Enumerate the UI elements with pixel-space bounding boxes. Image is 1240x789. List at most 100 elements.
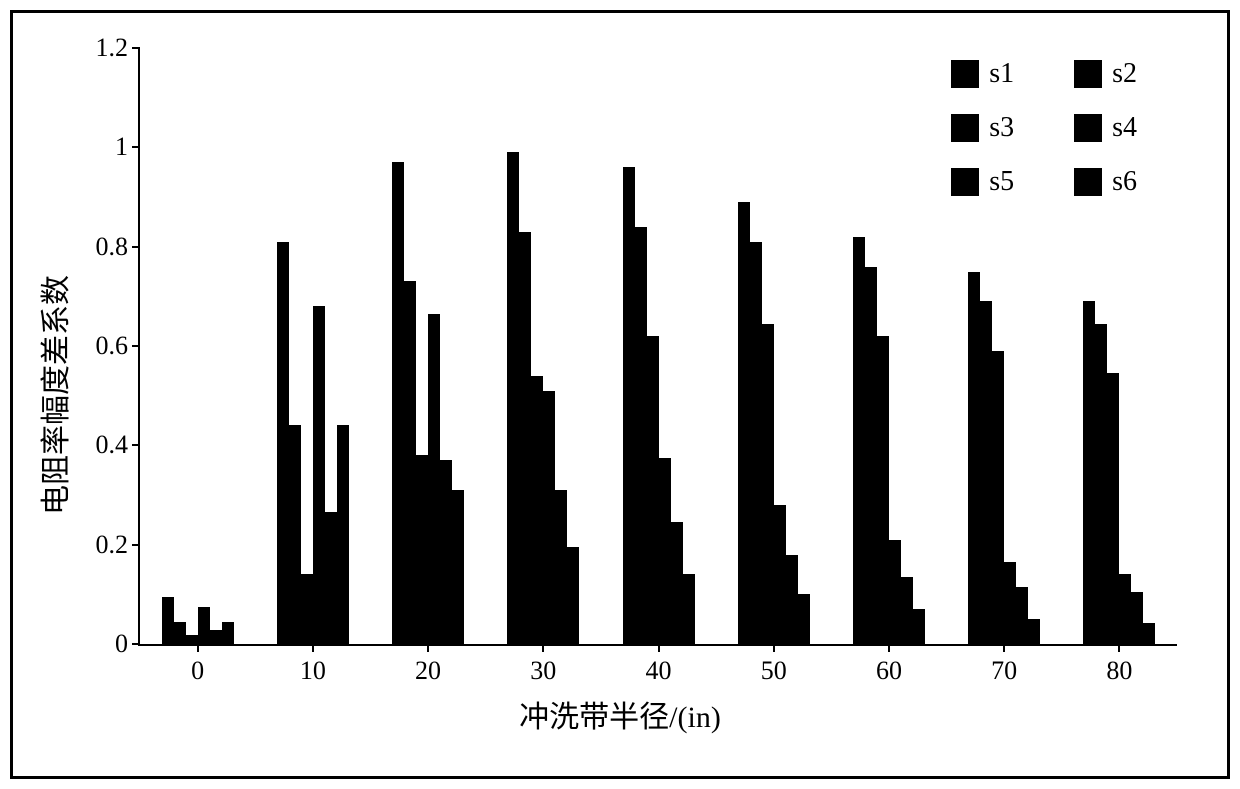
legend: s1 s2 s3 s4 s5 s6 — [951, 58, 1137, 198]
bar-group — [162, 597, 234, 644]
bar — [1016, 587, 1028, 644]
bar — [198, 607, 210, 644]
legend-label: s6 — [1112, 166, 1137, 198]
x-tick — [312, 644, 314, 652]
bar — [786, 555, 798, 644]
legend-swatch — [1074, 60, 1102, 88]
x-tick-label: 30 — [530, 656, 556, 686]
bar — [762, 324, 774, 644]
bar — [738, 202, 750, 644]
x-tick-label: 70 — [991, 656, 1017, 686]
legend-item: s6 — [1074, 166, 1137, 198]
legend-item: s3 — [951, 112, 1014, 144]
y-axis-title: 电阻率幅度差系数 — [31, 275, 75, 515]
bar — [683, 574, 695, 644]
bar — [865, 267, 877, 644]
y-tick — [132, 444, 140, 446]
bar-group — [507, 152, 579, 644]
x-tick — [197, 644, 199, 652]
bar — [277, 242, 289, 644]
bar — [416, 455, 428, 644]
legend-item: s4 — [1074, 112, 1137, 144]
bar — [404, 281, 416, 644]
bar-group — [853, 237, 925, 644]
legend-item: s1 — [951, 58, 1014, 90]
x-tick-label: 10 — [300, 656, 326, 686]
y-tick-label: 0.6 — [96, 331, 129, 361]
bar — [635, 227, 647, 644]
bar-group — [623, 167, 695, 644]
x-tick-label: 80 — [1106, 656, 1132, 686]
y-tick — [132, 246, 140, 248]
legend-swatch — [951, 60, 979, 88]
bar — [623, 167, 635, 644]
bar — [1131, 592, 1143, 644]
bar — [968, 272, 980, 645]
bar — [1119, 574, 1131, 644]
legend-item: s2 — [1074, 58, 1137, 90]
bar — [222, 622, 234, 644]
bar — [877, 336, 889, 644]
bar — [507, 152, 519, 644]
bar — [313, 306, 325, 644]
x-tick — [542, 644, 544, 652]
legend-label: s1 — [989, 58, 1014, 90]
bar — [992, 351, 1004, 644]
legend-swatch — [1074, 114, 1102, 142]
plot-area: s1s2s3s4s5s6 00.20.40.60.811.20102030405… — [138, 48, 1177, 646]
legend-label: s3 — [989, 112, 1014, 144]
bar — [774, 505, 786, 644]
bar-group — [1083, 301, 1155, 644]
bar — [853, 237, 865, 644]
bar — [162, 597, 174, 644]
bar — [1107, 373, 1119, 644]
bar — [392, 162, 404, 644]
bar — [174, 622, 186, 644]
legend-swatch — [951, 168, 979, 196]
bar — [186, 635, 198, 644]
x-tick-label: 20 — [415, 656, 441, 686]
y-tick — [132, 544, 140, 546]
y-tick — [132, 643, 140, 645]
bar — [428, 314, 440, 644]
bar — [1028, 619, 1040, 644]
bar — [543, 391, 555, 644]
bar — [289, 425, 301, 644]
bar — [1083, 301, 1095, 644]
x-tick — [773, 644, 775, 652]
bar — [210, 630, 222, 644]
bar — [1143, 623, 1155, 644]
bar-group — [968, 272, 1040, 645]
legend-label: s4 — [1112, 112, 1137, 144]
bar — [301, 574, 313, 644]
bar — [555, 490, 567, 644]
y-tick-label: 0.2 — [96, 530, 129, 560]
legend-swatch — [1074, 168, 1102, 196]
x-tick-label: 50 — [761, 656, 787, 686]
legend-item: s5 — [951, 166, 1014, 198]
y-tick — [132, 345, 140, 347]
legend-label: s5 — [989, 166, 1014, 198]
chart-frame: 电阻率幅度差系数 冲洗带半径/(in) s1s2s3s4s5s6 00.20.4… — [10, 10, 1230, 779]
bar — [567, 547, 579, 644]
y-tick-label: 1.2 — [96, 33, 129, 63]
x-tick-label: 0 — [191, 656, 204, 686]
bar — [889, 540, 901, 644]
bar — [913, 609, 925, 644]
x-tick — [888, 644, 890, 652]
bar — [325, 512, 337, 644]
x-tick — [427, 644, 429, 652]
bar — [440, 460, 452, 644]
bar — [337, 425, 349, 644]
bar — [798, 594, 810, 644]
bar — [1095, 324, 1107, 644]
chart-inner: 电阻率幅度差系数 冲洗带半径/(in) s1s2s3s4s5s6 00.20.4… — [33, 33, 1207, 756]
x-tick-label: 40 — [646, 656, 672, 686]
y-tick-label: 1 — [115, 132, 128, 162]
bar — [901, 577, 913, 644]
y-tick — [132, 47, 140, 49]
legend-swatch — [951, 114, 979, 142]
x-tick — [1118, 644, 1120, 652]
x-tick — [658, 644, 660, 652]
y-tick-label: 0 — [115, 629, 128, 659]
